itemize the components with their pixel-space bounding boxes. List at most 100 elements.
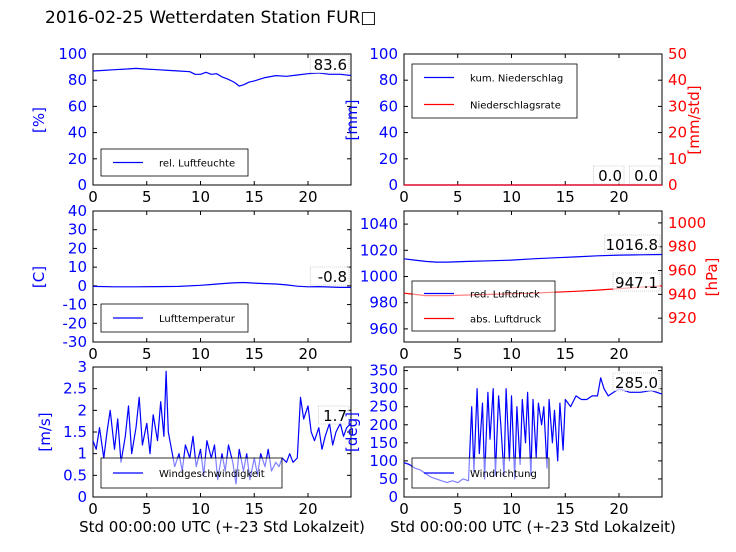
y-tick-label: 1000: [360, 268, 398, 286]
y-tick-label: 1040: [360, 215, 398, 233]
legend-label: kum. Niederschlag: [470, 74, 563, 85]
x-tick-label: 10: [502, 188, 521, 206]
y-right-tick-label: 0: [668, 176, 678, 194]
y-tick-label: 960: [369, 320, 398, 338]
y-tick-label: 1.5: [63, 423, 87, 441]
y-tick-label: 60: [68, 97, 87, 115]
y-right-tick-label: 10: [668, 150, 687, 168]
x-tick-label: 0: [399, 345, 409, 363]
legend-label: Niederschlagsrate: [470, 101, 561, 112]
annotation-value: 947.1: [615, 274, 658, 292]
x-tick-label: 5: [453, 188, 463, 206]
x-tick-label: 20: [298, 500, 317, 518]
y-tick-label: 50: [379, 470, 398, 488]
y-tick-label: 1020: [360, 241, 398, 259]
legend-label: rel. Luftfeuchte: [159, 159, 235, 170]
annotation-box: [604, 234, 661, 254]
legend-label: Lufttemperatur: [159, 314, 236, 325]
x-tick-label: 0: [88, 188, 98, 206]
x-tick-label: 0: [399, 188, 409, 206]
y-tick-label: 150: [369, 434, 398, 452]
annotation-box: [593, 165, 625, 185]
y-right-tick-label: 50: [668, 45, 687, 63]
y-tick-label: 30: [68, 221, 87, 239]
series-line-0: [92, 281, 351, 288]
annotation-value: 1.7: [323, 407, 347, 425]
series-line-0: [92, 67, 352, 87]
annotation-box: [318, 405, 350, 425]
annotation-box: [629, 165, 661, 185]
x-tick-label: 20: [609, 500, 628, 518]
x-tick-label: 5: [453, 500, 463, 518]
figure-title: 2016-02-25 Wetterdaten Station FUR□: [45, 8, 377, 28]
y-right-tick-label: 960: [668, 262, 697, 280]
x-tick-label: 5: [453, 345, 463, 363]
legend-box: [411, 280, 556, 332]
y-axis-right-label: [mm/std]: [685, 85, 703, 154]
y-tick-label: 100: [58, 45, 87, 63]
y-tick-label: 0.5: [63, 466, 87, 484]
x-tick-label: 10: [502, 500, 521, 518]
annotation-value: 1016.8: [606, 236, 659, 254]
annotation-box: [309, 266, 350, 286]
x-tick-label: 5: [142, 345, 152, 363]
legend-label: red. Luftdruck: [470, 290, 540, 301]
x-tick-label: 20: [298, 345, 317, 363]
legend-label: Windgeschwindigkeit: [159, 469, 265, 480]
y-right-tick-label: 920: [668, 309, 697, 327]
x-tick-label: 10: [191, 500, 210, 518]
x-tick-label: 15: [556, 500, 575, 518]
y-right-tick-label: 20: [668, 124, 687, 142]
x-tick-label: 15: [556, 188, 575, 206]
annotation-value: 83.6: [314, 56, 347, 74]
y-tick-label: 100: [369, 45, 398, 63]
x-tick-label: 15: [245, 345, 264, 363]
x-tick-label: 20: [609, 188, 628, 206]
x-tick-label: 0: [88, 345, 98, 363]
series-line-0: [403, 253, 663, 263]
x-tick-label: 10: [191, 345, 210, 363]
y-axis-label: [deg]: [343, 412, 361, 452]
y-axis-label: [mm]: [343, 100, 361, 141]
x-tick-label: 0: [88, 500, 98, 518]
x-tick-label: 10: [502, 345, 521, 363]
y-axis-label: [%]: [30, 107, 48, 133]
y-tick-label: 2.5: [63, 380, 87, 398]
annotation-value: 0.0: [598, 167, 622, 185]
y-tick-label: 300: [369, 380, 398, 398]
annotation-box: [612, 372, 661, 392]
y-tick-label: 80: [68, 71, 87, 89]
y-axis-label: [m/s]: [36, 412, 54, 451]
y-tick-label: 250: [369, 398, 398, 416]
legend-label: abs. Luftdruck: [470, 315, 541, 326]
y-tick-label: -30: [63, 333, 88, 351]
annotation-value: -0.8: [318, 268, 347, 286]
y-axis-right-label: [hPa]: [703, 258, 721, 297]
y-tick-label: 20: [379, 150, 398, 168]
y-tick-label: 40: [68, 124, 87, 142]
y-tick-label: 10: [68, 258, 87, 276]
x-tick-label: 20: [609, 345, 628, 363]
y-tick-label: 20: [68, 239, 87, 257]
y-tick-label: 20: [68, 150, 87, 168]
y-tick-label: 60: [379, 97, 398, 115]
y-tick-label: 40: [68, 202, 87, 220]
annotation-value: 0.0: [634, 167, 658, 185]
y-tick-label: 0: [77, 488, 87, 506]
y-tick-label: 2: [77, 401, 87, 419]
y-tick-label: 80: [379, 71, 398, 89]
y-tick-label: 350: [369, 362, 398, 380]
y-right-tick-label: 1000: [668, 214, 706, 232]
y-tick-label: -10: [63, 296, 88, 314]
y-tick-label: 200: [369, 416, 398, 434]
y-tick-label: 3: [77, 358, 87, 376]
y-tick-label: 40: [379, 124, 398, 142]
y-tick-label: 100: [369, 452, 398, 470]
x-tick-label: 10: [191, 188, 210, 206]
legend-box: [411, 63, 578, 119]
x-tick-label: 0: [399, 500, 409, 518]
y-tick-label: -20: [63, 314, 88, 332]
x-tick-label: 15: [556, 345, 575, 363]
y-right-tick-label: 40: [668, 71, 687, 89]
